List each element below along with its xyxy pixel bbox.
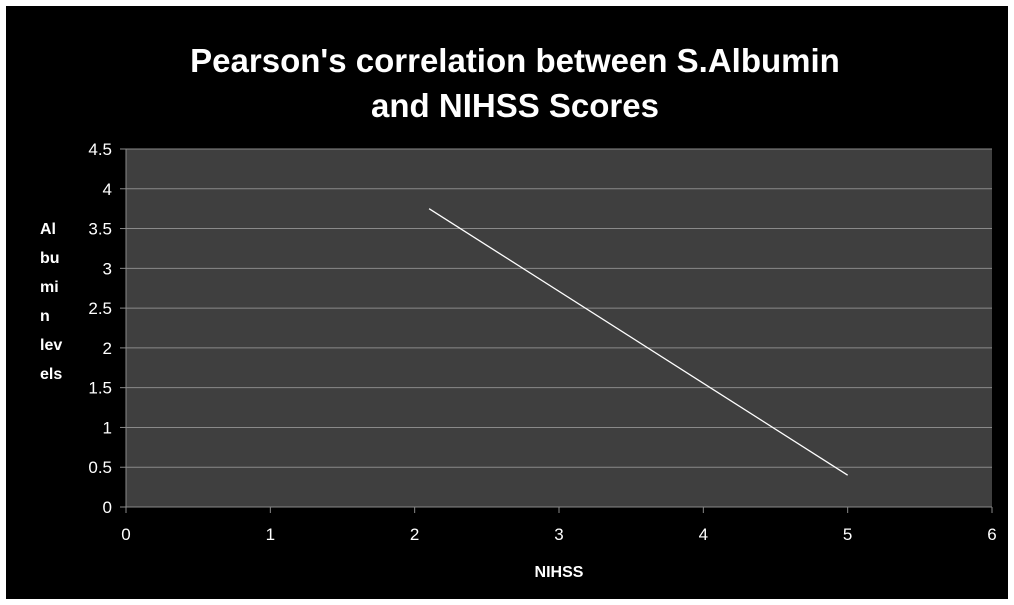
series-line <box>428 208 849 476</box>
y-tick-label: 4 <box>103 180 112 199</box>
x-tick-labels: 0 1 2 3 4 5 6 <box>121 525 996 544</box>
x-tick-label: 3 <box>554 525 563 544</box>
y-axis-label-part: n <box>40 308 50 325</box>
y-tick-label: 1.5 <box>88 379 112 398</box>
y-tick-label: 0.5 <box>88 458 112 477</box>
x-tick-label: 1 <box>266 525 275 544</box>
x-tick-label: 4 <box>699 525 708 544</box>
y-tick-label: 1 <box>103 418 112 437</box>
chart-title-line-2: and NIHSS Scores <box>371 87 659 124</box>
y-axis-label-part: lev <box>40 337 62 354</box>
axes <box>125 149 993 513</box>
series-layer <box>428 208 849 476</box>
y-axis-label: Al bu mi n lev els <box>40 221 62 383</box>
y-tick-label: 2.5 <box>88 299 112 318</box>
y-tick-label: 3.5 <box>88 220 112 239</box>
chart-title-line-1: Pearson's correlation between S.Albumin <box>190 42 840 79</box>
y-tick-label: 2 <box>103 339 112 358</box>
x-tick-label: 0 <box>121 525 130 544</box>
plot-area <box>126 149 992 507</box>
chart-svg: Pearson's correlation between S.Albumin … <box>40 42 997 581</box>
y-tick-label: 0 <box>103 498 112 517</box>
x-tick-label: 5 <box>843 525 852 544</box>
chart-container: Pearson's correlation between S.Albumin … <box>6 6 1008 599</box>
gridlines <box>120 148 992 508</box>
x-tick-label: 2 <box>410 525 419 544</box>
y-tick-label: 3 <box>103 259 112 278</box>
y-axis-label-part: mi <box>40 279 59 296</box>
y-axis-label-part: Al <box>40 221 56 238</box>
y-axis-label-part: els <box>40 366 62 383</box>
x-tick-label: 6 <box>987 525 996 544</box>
y-tick-label: 4.5 <box>88 140 112 159</box>
y-tick-labels: 0 0.5 1 1.5 2 2.5 3 3.5 4 4.5 <box>88 140 112 517</box>
x-axis-label: NIHSS <box>535 564 584 581</box>
y-axis-label-part: bu <box>40 250 60 267</box>
